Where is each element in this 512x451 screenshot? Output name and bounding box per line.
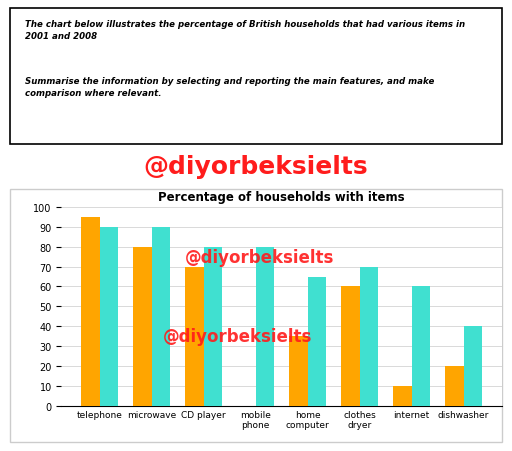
Bar: [152, 227, 170, 406]
Bar: [342, 287, 359, 406]
Text: @diyorbeksielts: @diyorbeksielts: [163, 327, 312, 345]
Title: Percentage of households with items: Percentage of households with items: [158, 191, 405, 203]
Text: Summarise the information by selecting and reporting the main features, and make: Summarise the information by selecting a…: [25, 77, 434, 97]
Bar: [393, 386, 412, 406]
Bar: [185, 267, 204, 406]
Text: @diyorbeksielts: @diyorbeksielts: [144, 155, 368, 179]
Bar: [308, 277, 326, 406]
Bar: [412, 287, 430, 406]
Bar: [463, 327, 482, 406]
Text: The chart below illustrates the percentage of British households that had variou: The chart below illustrates the percenta…: [25, 20, 465, 41]
Text: @diyorbeksielts: @diyorbeksielts: [185, 248, 334, 266]
FancyBboxPatch shape: [10, 9, 502, 144]
Bar: [445, 366, 463, 406]
Bar: [100, 227, 118, 406]
Bar: [255, 247, 274, 406]
Bar: [359, 267, 378, 406]
Bar: [204, 247, 222, 406]
FancyBboxPatch shape: [10, 189, 502, 442]
Bar: [81, 217, 100, 406]
Bar: [289, 336, 308, 406]
Bar: [134, 247, 152, 406]
